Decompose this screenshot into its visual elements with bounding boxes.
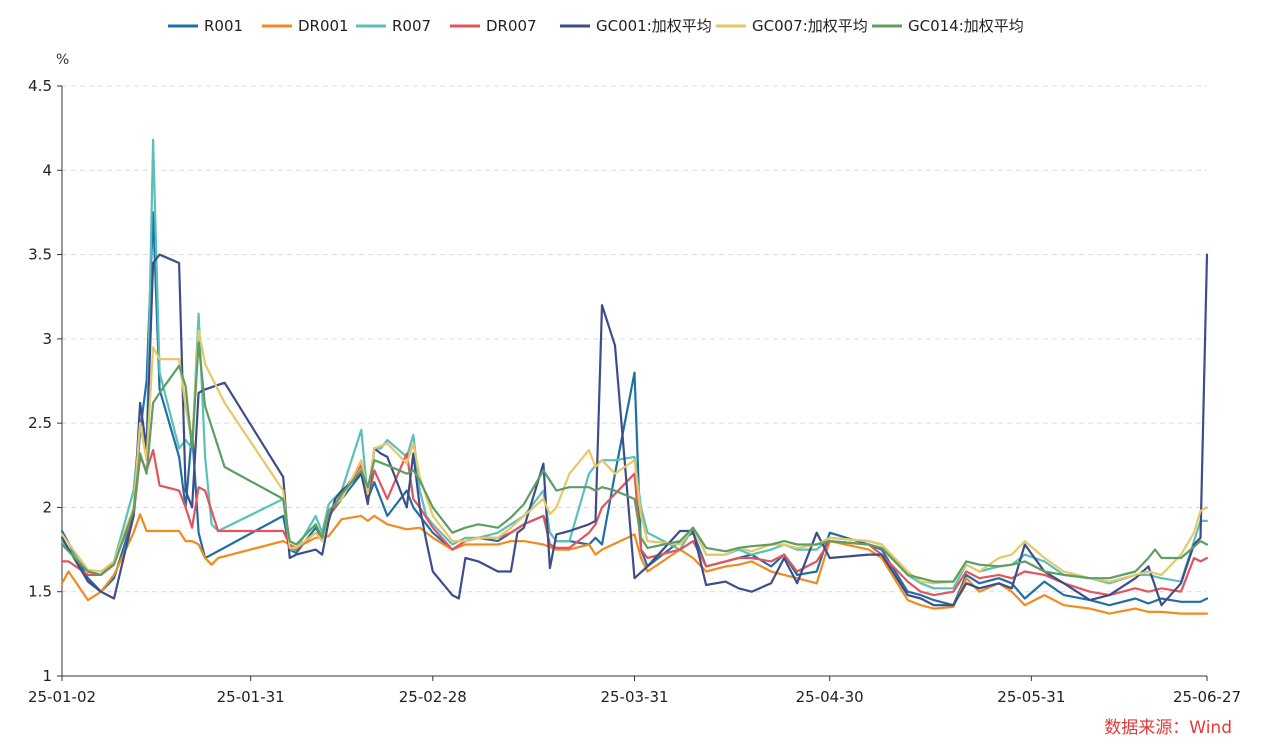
series-line-6 [60, 341, 1209, 583]
legend-label-5: GC007:加权平均 [752, 17, 868, 35]
x-tick-label: 25-01-31 [217, 688, 285, 706]
y-tick-label: 4.5 [28, 77, 52, 95]
y-tick-label: 4 [42, 161, 52, 179]
x-tick-label: 25-01-02 [28, 688, 96, 706]
source-label: 数据来源：Wind [1104, 718, 1232, 738]
legend-label-4: GC001:加权平均 [596, 17, 712, 35]
x-tick-label: 25-06-27 [1173, 688, 1241, 706]
legend: R001 DR001 R007 DR007 GC001:加权平均 GC007:加权平均 GC… [168, 17, 1024, 35]
x-tick-label: 25-03-31 [600, 688, 668, 706]
legend-label-0: R001 [204, 17, 243, 35]
series-line-0 [60, 211, 1209, 607]
x-axis-ticks: 25-01-02 25-01-31 25-02-28 25-03-31 25-04-30… [28, 676, 1241, 706]
x-tick-label: 25-04-30 [796, 688, 864, 706]
y-tick-label: 3 [42, 330, 52, 348]
y-axis-unit-label: % [56, 52, 69, 68]
series-line-3 [60, 449, 1209, 597]
gridlines [62, 85, 1207, 593]
y-tick-label: 1 [42, 667, 52, 685]
legend-label-6: GC014:加权平均 [908, 17, 1024, 35]
series-line-1 [60, 513, 1209, 615]
x-tick-label: 25-02-28 [399, 688, 467, 706]
y-tick-label: 1.5 [28, 583, 52, 601]
y-tick-label: 2 [42, 498, 52, 516]
y-axis-ticks: 1 1.5 2 2.5 3 3.5 4 4.5 [28, 77, 62, 685]
y-tick-label: 3.5 [28, 246, 52, 264]
series-lines [60, 138, 1209, 615]
legend-label-2: R007 [392, 17, 431, 35]
series-line-2 [60, 138, 1209, 590]
legend-label-3: DR007 [486, 17, 537, 35]
legend-label-1: DR001 [298, 17, 349, 35]
series-line-5 [60, 329, 1209, 585]
x-tick-label: 25-05-31 [997, 688, 1065, 706]
y-tick-label: 2.5 [28, 414, 52, 432]
series-line-4 [60, 253, 1209, 607]
